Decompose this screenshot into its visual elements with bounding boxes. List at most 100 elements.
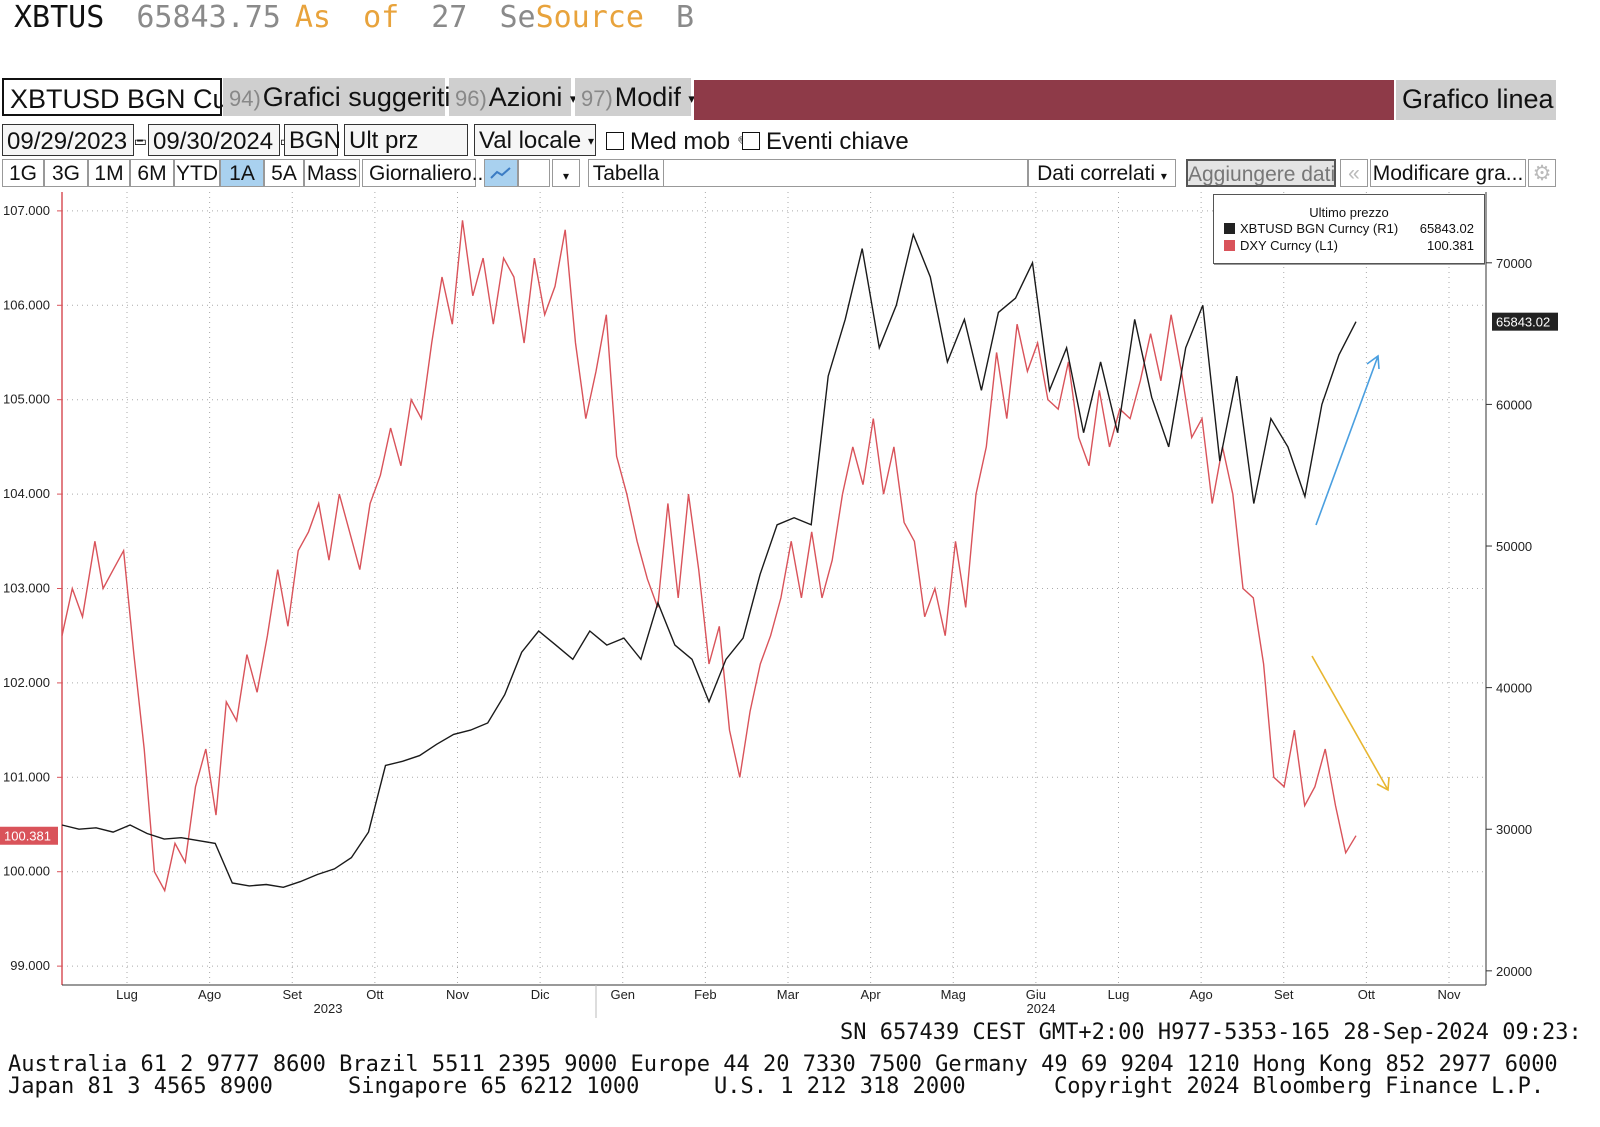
chart-legend: Ultimo prezzo XBTUSD BGN Curncy (R1) 658… <box>1213 194 1485 264</box>
session-info: SN 657439 CEST GMT+2:00 H977-5353-165 28… <box>840 1020 1582 1045</box>
legend-title: Ultimo prezzo <box>1309 205 1389 220</box>
left-badge-bg <box>0 826 58 845</box>
right-tick-label: 40000 <box>1496 681 1532 696</box>
source-field[interactable]: BGN <box>284 124 341 156</box>
month-label: Apr <box>861 987 882 1002</box>
gear-icon[interactable]: ⚙ <box>1528 159 1556 187</box>
left-axis-ticks: 107.000 106.000 105.000 104.000 103.000 102.0… <box>3 203 62 973</box>
ticker-price: 65843.75 <box>136 0 281 35</box>
legend-label-dxy: DXY Curncy (L1) <box>1240 238 1339 253</box>
left-tick-label: 101.000 <box>3 769 50 784</box>
security-field[interactable]: XBTUSD BGN Curncy <box>2 78 279 116</box>
month-label: Feb <box>694 987 716 1002</box>
month-label: Nov <box>446 987 470 1002</box>
currency-select[interactable]: Val locale ▾ <box>474 124 596 156</box>
collapse-icon[interactable]: « <box>1340 159 1368 187</box>
related-data-label: Dati correlati <box>1037 162 1155 185</box>
left-tick-label: 103.000 <box>3 581 50 596</box>
currency-value: Val locale <box>479 127 582 154</box>
range-6m[interactable]: 6M <box>130 159 174 187</box>
copyright: Copyright 2024 Bloomberg Finance L.P. <box>1054 1074 1545 1099</box>
ticker-source: Source <box>535 0 644 35</box>
range-1g[interactable]: 1G <box>2 159 44 187</box>
chevron-down-icon: ▾ <box>569 91 577 106</box>
ticker-header: XBTUS 65843.75 As of 27 SeSource B <box>14 0 708 40</box>
downtrend-arrow <box>1311 655 1389 791</box>
add-data-button[interactable]: Aggiungere dati <box>1186 159 1336 187</box>
range-5a[interactable]: 5A <box>264 159 304 187</box>
month-label: Ago <box>198 987 221 1002</box>
left-tick-label: 105.000 <box>3 392 50 407</box>
ticker-b: B <box>676 0 695 35</box>
month-label: Lug <box>116 987 138 1002</box>
suggested-charts-button[interactable]: 94)Grafici suggeriti <box>223 78 450 116</box>
end-date-field[interactable]: 09/30/2024 ▭ <box>148 124 293 156</box>
chevron-down-icon[interactable]: ▾ <box>552 159 580 187</box>
right-tick-label: 20000 <box>1496 964 1532 979</box>
btc-series-line <box>61 232 1357 889</box>
legend-swatch-btc <box>1224 223 1235 234</box>
left-badge-label: 100.381 <box>4 829 51 844</box>
right-tick-label: 50000 <box>1496 539 1532 554</box>
month-label: Giu <box>1026 987 1046 1002</box>
chevron-down-icon: ▾ <box>587 134 594 148</box>
ticker-as: As <box>294 0 331 35</box>
right-tick-label: 70000 <box>1496 256 1532 271</box>
ticker-se: Se <box>499 0 536 35</box>
right-tick-label: 60000 <box>1496 397 1532 412</box>
title-bar <box>694 80 1394 120</box>
month-label: Ott <box>366 987 384 1002</box>
month-label: Ott <box>1358 987 1376 1002</box>
range-1a[interactable]: 1A <box>220 159 264 187</box>
moving-average-checkbox[interactable]: Med mob ✎ <box>606 128 752 157</box>
suggest-number: 94) <box>229 86 261 111</box>
chart-style-button[interactable] <box>518 159 550 187</box>
range-1m[interactable]: 1M <box>88 159 130 187</box>
left-tick-label: 106.000 <box>3 297 50 312</box>
year-label: 2024 <box>1027 1001 1056 1016</box>
edit-menu-button[interactable]: 97)Modif ▾ <box>575 78 695 116</box>
period-select[interactable]: Giornaliero... <box>362 159 489 187</box>
actions-menu-button[interactable]: 96)Azioni ▾ <box>449 78 576 116</box>
uptrend-arrow <box>1315 355 1379 526</box>
contact-us: U.S. 1 212 318 2000 <box>714 1074 966 1099</box>
edit-chart-button[interactable]: Modificare gra... <box>1370 159 1526 187</box>
legend-value-dxy: 100.381 <box>1427 238 1474 253</box>
month-label: Dic <box>531 987 550 1002</box>
downtrend-arrow-head <box>1376 776 1390 792</box>
month-label: Nov <box>1437 987 1461 1002</box>
month-label: Lug <box>1108 987 1130 1002</box>
right-axis-ticks: 70000 60000 50000 40000 30000 20000 <box>1486 256 1532 979</box>
last-value-right-badge: 65843.02 <box>1492 312 1558 331</box>
range-max[interactable]: Mass <box>304 159 360 187</box>
left-tick-label: 99.000 <box>10 958 50 973</box>
month-label: Mar <box>777 987 800 1002</box>
date-separator: - <box>136 126 144 153</box>
uptrend-arrow-head <box>1366 354 1380 370</box>
toolbar-spacer <box>664 159 1028 187</box>
range-3g[interactable]: 3G <box>44 159 88 187</box>
right-badge-label: 65843.02 <box>1496 315 1550 330</box>
month-label: Gen <box>610 987 635 1002</box>
chevron-down-icon: ▾ <box>688 91 695 106</box>
left-tick-label: 104.000 <box>3 486 50 501</box>
line-chart-icon[interactable] <box>484 159 518 187</box>
chart-type-button[interactable]: Grafico linea <box>1396 80 1556 120</box>
calendar-icon[interactable]: ▭ <box>133 133 148 149</box>
legend-label-btc: XBTUSD BGN Curncy (R1) <box>1240 221 1399 236</box>
key-events-checkbox[interactable]: Eventi chiave <box>742 128 909 156</box>
price-field[interactable]: Ult prz <box>344 124 468 156</box>
actions-number: 96) <box>455 86 487 111</box>
legend-item-dxy: DXY Curncy (L1) 100.381 <box>1214 237 1484 254</box>
legend-item-btc: XBTUSD BGN Curncy (R1) 65843.02 <box>1214 220 1484 237</box>
related-data-button[interactable]: Dati correlati ▾ <box>1028 159 1176 187</box>
range-ytd[interactable]: YTD <box>174 159 220 187</box>
checkbox-box[interactable] <box>742 132 760 150</box>
legend-value-btc: 65843.02 <box>1419 221 1474 236</box>
table-button[interactable]: Tabella <box>588 159 664 187</box>
start-date-field[interactable]: 09/29/2023 ▭ <box>2 124 147 156</box>
gridlines <box>62 192 1486 985</box>
right-badge-bg <box>1492 312 1558 331</box>
contact-singapore: Singapore 65 6212 1000 <box>348 1074 640 1099</box>
checkbox-box[interactable] <box>606 132 624 150</box>
